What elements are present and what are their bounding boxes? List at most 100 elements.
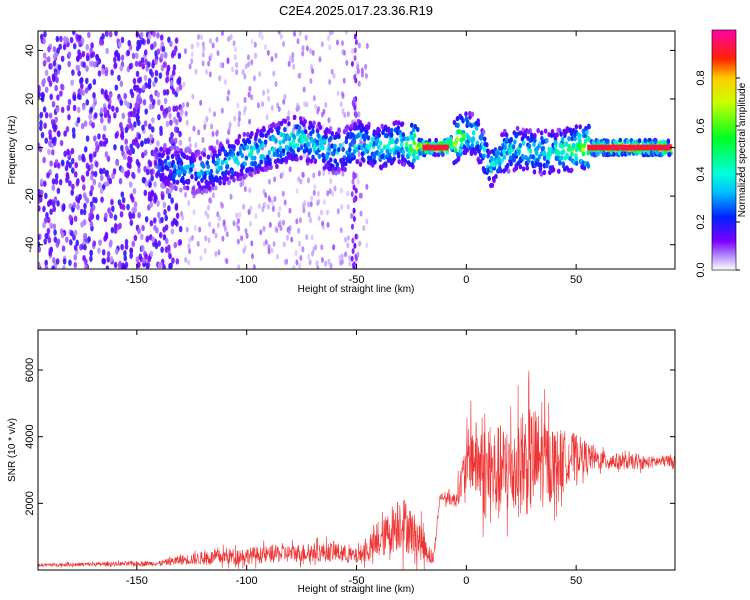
spectrogram-cell (282, 98, 286, 105)
spectrogram-cell (308, 216, 312, 223)
spectrogram-cell (390, 139, 395, 145)
spectrogram-cell (202, 152, 207, 158)
spectrogram-cell (107, 117, 111, 124)
spectrogram-cell (80, 122, 85, 130)
spectrogram-cell (352, 184, 356, 191)
spectrogram-cell (343, 161, 348, 167)
spectrogram-cell (167, 161, 171, 168)
spectrogram-cell (254, 165, 258, 171)
spectrogram-cell (306, 177, 310, 184)
spectrogram-cell (126, 203, 130, 211)
spectrogram-cell (178, 130, 182, 138)
spectrogram-cell (124, 138, 128, 145)
spectrogram-cell (113, 227, 118, 234)
spectrogram-cell (366, 135, 371, 141)
spectrogram-cell (235, 212, 239, 219)
spectrogram-cell (174, 185, 178, 192)
spectrogram-cell (46, 56, 51, 63)
spectrogram-cell (169, 119, 173, 126)
spectrogram-cell (182, 185, 187, 191)
spectrogram-cell (270, 247, 274, 254)
spectrogram-cell (190, 51, 194, 58)
spectrogram-cell (267, 149, 272, 156)
spectrogram-cell (207, 185, 212, 191)
spectrogram-cell (55, 106, 60, 113)
spectrogram-cell (149, 68, 153, 76)
spectrogram-cell (68, 214, 73, 221)
spectrogram-cell (344, 236, 348, 243)
spectrogram-cell (356, 178, 360, 185)
spectrogram-cell (137, 261, 141, 269)
spectrogram-cell (476, 144, 480, 150)
spectrogram-cell (171, 257, 175, 264)
spectrogram-cell (95, 146, 99, 153)
spectrogram-cell (69, 239, 73, 246)
spectrogram-cell (354, 39, 358, 46)
spectrogram-cell (291, 52, 295, 59)
spectrogram-cell (225, 164, 229, 170)
spectrogram-cell (274, 81, 278, 88)
spectrogram-cell (100, 117, 104, 124)
spectrogram-cell (170, 153, 175, 159)
spectrogram-cell (351, 138, 356, 144)
spectrogram-cell (329, 178, 333, 185)
spectrogram-cell (456, 156, 461, 162)
spectrogram-cell (88, 83, 92, 90)
spectrogram-cell (532, 141, 536, 148)
spectrogram-cell (168, 112, 172, 119)
spectrogram-cell (131, 212, 136, 219)
spectrogram-cell (366, 124, 371, 131)
spectrogram-cell (144, 216, 149, 223)
colorbar-gradient (711, 29, 737, 271)
spectrogram-cell (344, 251, 348, 258)
spectrogram-cell (329, 262, 333, 269)
spectrogram-cell (266, 203, 270, 210)
spectrogram-cell (94, 197, 98, 204)
spectrogram-cell (134, 52, 139, 59)
spectrogram-cell (346, 154, 351, 160)
spectrogram-cell (44, 137, 49, 144)
spectrogram-cell (477, 148, 481, 154)
spectrogram-cell (353, 104, 357, 111)
spectrogram-cell (70, 147, 75, 155)
spectrogram-cell (59, 139, 64, 147)
spectrogram-cell (97, 133, 101, 140)
spectrogram-cell (332, 244, 336, 251)
spectrogram-cell (220, 107, 224, 114)
x-tick-label: -100 (236, 575, 258, 587)
spectrogram-cell (210, 123, 214, 130)
spectrogram-cell (51, 265, 55, 269)
spectrogram-cell (145, 262, 150, 269)
spectrogram-cell (39, 111, 44, 119)
spectrogram-cell (70, 189, 74, 196)
spectrogram-cell (356, 68, 360, 75)
spectrogram-cell (125, 145, 129, 152)
spectrogram-cell (75, 239, 80, 247)
spectrogram-cell (105, 265, 110, 269)
spectrogram-cell (256, 168, 260, 175)
spectrogram-cell (79, 208, 84, 216)
spectrogram-cell (348, 255, 352, 262)
spectrogram-cell (163, 97, 168, 105)
spectrogram-cell (188, 248, 192, 255)
spectrogram-cell (246, 54, 250, 61)
spectrogram-cell (383, 161, 388, 167)
spectrogram-cell (433, 152, 438, 158)
spectrogram-cell (550, 128, 555, 135)
spectrogram-cell (219, 62, 223, 69)
spectrogram-cell (312, 120, 316, 126)
spectrogram-cell (292, 264, 296, 269)
spectrogram-cell (351, 237, 355, 244)
spectrogram-cell (581, 151, 586, 157)
spectrogram-cell (92, 151, 97, 158)
spectrogram-cell (220, 145, 224, 151)
spectrogram-cell (570, 151, 574, 157)
colorbar: 0.0 0.2 0.4 0.6 0.8 Normalized spectral ampl… (695, 29, 748, 278)
spectrogram-cell (53, 196, 58, 203)
spectrogram-cell (303, 101, 307, 108)
spectrogram-cell (497, 165, 502, 171)
spectrogram-cell (399, 142, 404, 148)
spectrogram-cell (227, 89, 231, 96)
spectrogram-cell (170, 220, 175, 227)
spectrogram-cell (215, 36, 219, 43)
